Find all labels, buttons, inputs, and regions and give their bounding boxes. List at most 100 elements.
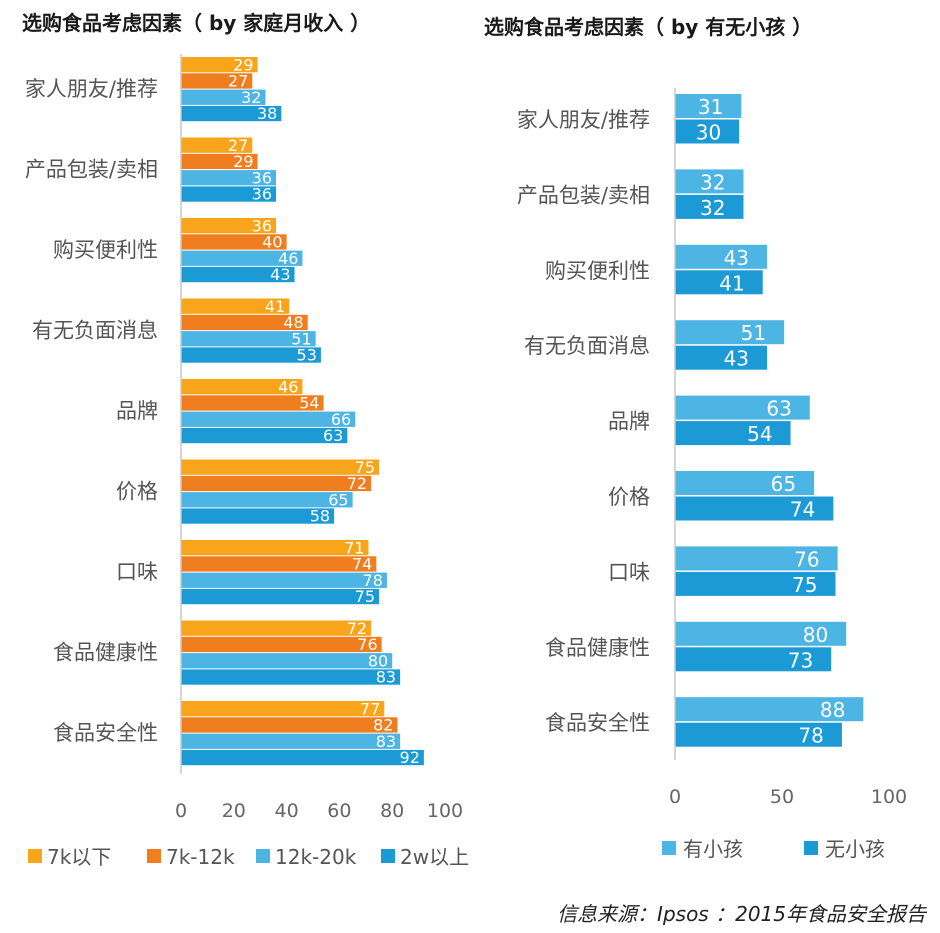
left-bar: [181, 266, 295, 283]
right-category-label: 有无负面消息: [524, 334, 650, 358]
source-note: 信息来源：Ipsos ：2015年食品安全报告: [557, 902, 928, 926]
right-bar: [675, 496, 834, 521]
left-bar: [181, 395, 324, 411]
left-bar-value: 63: [323, 426, 343, 445]
left-bar-value: 41: [265, 297, 285, 316]
left-x-tick: 100: [427, 800, 463, 822]
left-bar: [181, 105, 282, 122]
right-bar: [675, 697, 864, 722]
left-bar: [181, 298, 290, 314]
right-bar: [675, 722, 842, 747]
left-bar-value: 78: [363, 571, 383, 590]
left-bar: [181, 653, 393, 669]
left-bar-value: 77: [360, 699, 380, 718]
left-bar: [181, 250, 303, 266]
right-bar: [675, 546, 838, 571]
right-category-label: 口味: [608, 560, 650, 584]
children-bar-chart: 家人朋友/推荐3130产品包装/卖相3232购买便利性4341有无负面消息514…: [517, 88, 907, 861]
left-category-label: 产品包装/卖相: [25, 158, 158, 182]
left-chart-title: 选购食品考虑因素（ by 家庭月收入 ）: [22, 11, 370, 35]
right-bar: [675, 194, 744, 219]
left-bar-value: 54: [299, 394, 319, 413]
right-x-tick: 0: [669, 786, 681, 808]
right-bar-value: 73: [788, 648, 813, 672]
left-bar-value: 29: [233, 55, 253, 74]
left-bar-value: 51: [291, 329, 311, 348]
right-bar: [675, 395, 810, 420]
left-bar-value: 65: [328, 490, 348, 509]
left-bar: [181, 588, 379, 605]
left-bar: [181, 459, 379, 475]
left-bar-value: 36: [252, 185, 272, 204]
left-x-tick: 20: [222, 800, 246, 822]
left-bar: [181, 492, 353, 508]
left-category-label: 购买便利性: [53, 238, 158, 262]
right-category-label: 食品安全性: [545, 711, 650, 735]
right-legend-swatch: [662, 841, 676, 855]
right-bar-value: 75: [792, 573, 817, 597]
right-bar: [675, 270, 763, 295]
right-bar-value: 54: [747, 422, 772, 446]
left-legend-swatch: [28, 849, 42, 863]
left-bar-value: 27: [228, 136, 248, 155]
left-legend-label: 2w以上: [400, 845, 469, 869]
right-bar-value: 43: [724, 347, 749, 371]
left-bar-value: 74: [352, 555, 372, 574]
left-bar-value: 43: [270, 265, 290, 284]
right-bar-value: 65: [771, 472, 796, 496]
left-category-label: 有无负面消息: [32, 319, 158, 343]
right-bar-value: 88: [820, 698, 845, 722]
right-bar-value: 32: [700, 196, 725, 220]
left-bar-value: 71: [344, 538, 364, 557]
left-bar-value: 36: [252, 168, 272, 187]
right-bar: [675, 169, 744, 194]
left-bar-value: 38: [257, 104, 277, 123]
right-bar: [675, 345, 768, 370]
right-bar: [675, 94, 742, 118]
left-bar-value: 53: [297, 346, 317, 365]
left-bar-value: 83: [376, 668, 396, 687]
left-bar-value: 27: [228, 72, 248, 91]
right-category-label: 家人朋友/推荐: [517, 108, 650, 132]
right-bar: [675, 421, 791, 446]
left-bar: [181, 411, 356, 427]
right-x-tick: 100: [871, 786, 907, 808]
right-bar-value: 78: [798, 724, 823, 748]
left-bar: [181, 475, 372, 492]
left-bar-value: 75: [355, 458, 375, 477]
right-bar: [675, 471, 815, 495]
right-category-label: 价格: [608, 485, 650, 509]
left-bar: [181, 186, 277, 202]
left-legend-swatch: [147, 849, 161, 863]
left-bar: [181, 508, 335, 524]
right-category-label: 购买便利性: [545, 259, 650, 283]
left-bar-value: 80: [368, 651, 388, 670]
left-x-tick: 80: [380, 800, 404, 822]
left-legend-label: 7k以下: [47, 845, 111, 869]
left-bar: [181, 314, 308, 331]
left-bar: [181, 170, 277, 186]
left-bar: [181, 89, 266, 105]
left-category-label: 品牌: [116, 399, 158, 423]
left-bar-value: 46: [278, 377, 298, 396]
left-bar: [181, 540, 369, 556]
left-legend-swatch: [381, 849, 395, 863]
left-bar: [181, 572, 387, 588]
right-chart-title: 选购食品考虑因素（ by 有无小孩 ）: [484, 15, 812, 39]
left-x-tick: 0: [175, 800, 187, 822]
left-x-tick: 60: [327, 800, 351, 822]
left-bar: [181, 347, 321, 363]
left-category-label: 食品健康性: [53, 641, 158, 665]
left-bar: [181, 427, 348, 444]
left-bar: [181, 57, 258, 73]
right-bar: [675, 571, 836, 596]
right-x-tick: 50: [770, 786, 794, 808]
left-bar-value: 66: [331, 410, 351, 429]
right-category-label: 品牌: [608, 410, 650, 434]
right-bar-value: 41: [719, 271, 744, 295]
left-bar: [181, 733, 401, 749]
right-legend-label: 有小孩: [683, 837, 743, 861]
left-category-label: 家人朋友/推荐: [25, 77, 158, 101]
right-bar: [675, 119, 740, 144]
